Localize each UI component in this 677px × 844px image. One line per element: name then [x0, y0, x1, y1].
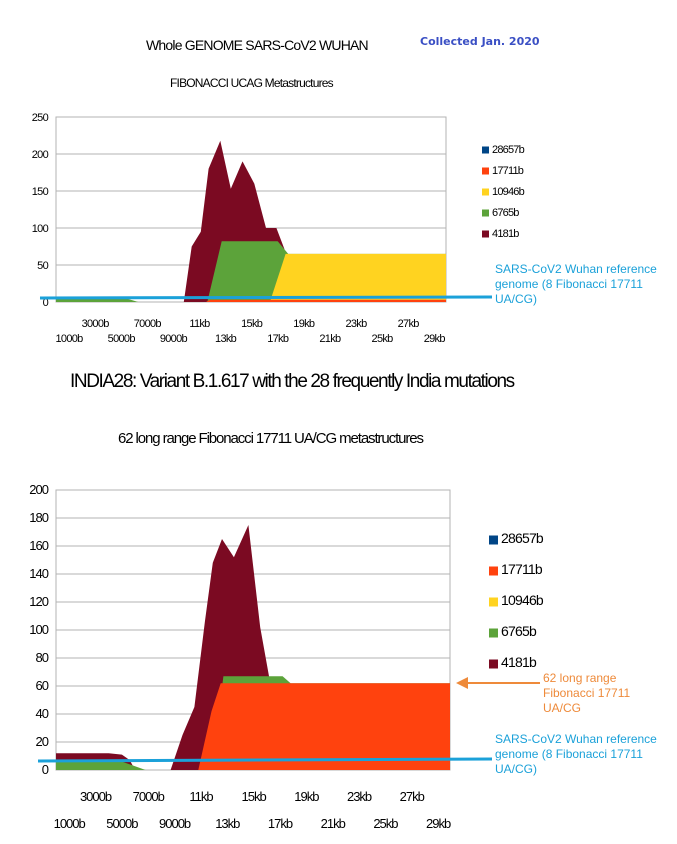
x-tick-label: 19kb — [293, 318, 315, 330]
chart2-subtitle: 62 long range Fibonacci 17711 UA/CG meta… — [118, 430, 424, 447]
legend-label-6765b: 6765b — [501, 623, 537, 639]
x-tick-label: 13kb — [215, 816, 240, 831]
y-tick-label: 150 — [32, 186, 49, 198]
y-tick-label: 200 — [32, 149, 49, 161]
x-tick-label: 13kb — [215, 333, 237, 345]
y-tick-label: 180 — [29, 510, 48, 525]
area-4181b — [56, 525, 450, 770]
legend-label-28657b: 28657b — [501, 530, 544, 546]
x-tick-label: 29kb — [424, 333, 446, 345]
x-tick-label: 17kb — [267, 333, 289, 345]
x-tick-label: 19kb — [294, 789, 319, 804]
y-tick-label: 50 — [37, 260, 48, 272]
y-tick-label: 100 — [29, 622, 48, 637]
collected-date-label: Collected Jan. 2020 — [420, 35, 540, 48]
legend-swatch-4181b — [489, 659, 498, 669]
y-tick-label: 140 — [29, 566, 48, 581]
chart2-title: INDIA28: Variant B.1.617 with the 28 fre… — [70, 371, 515, 392]
legend-swatch-10946b — [489, 597, 498, 607]
x-tick-label: 11kb — [189, 318, 210, 330]
x-tick-label: 9000b — [160, 333, 188, 345]
x-tick-label: 17kb — [268, 816, 293, 831]
x-tick-label: 27kb — [400, 789, 425, 804]
legend-swatch-28657b — [489, 535, 498, 545]
chart1-title: Whole GENOME SARS-CoV2 WUHAN — [146, 37, 369, 53]
x-tick-label: 1000b — [55, 333, 83, 345]
x-tick-label: 7000b — [134, 318, 162, 330]
y-tick-label: 0 — [42, 762, 49, 777]
x-tick-label: 5000b — [106, 816, 138, 831]
legend-swatch-4181b — [482, 230, 489, 238]
x-tick-label: 25kb — [372, 333, 394, 345]
legend-label-10946b: 10946b — [492, 186, 525, 198]
legend-label-10946b: 10946b — [501, 592, 544, 608]
y-tick-label: 160 — [29, 538, 48, 553]
area-4181b — [56, 140, 446, 302]
reference-line-top — [39, 295, 493, 300]
x-tick-label: 1000b — [54, 816, 86, 831]
x-tick-label: 7000b — [133, 789, 165, 804]
y-tick-label: 120 — [29, 594, 48, 609]
long-range-note: 62 long range Fibonacci 17711 UA/CG — [543, 671, 631, 715]
y-tick-label: 0 — [43, 297, 49, 309]
pointer-arrow-head — [456, 677, 468, 689]
y-tick-label: 40 — [36, 706, 49, 721]
x-tick-label: 3000b — [80, 789, 112, 804]
legend-label-6765b: 6765b — [492, 207, 519, 219]
legend-label-17711b: 17711b — [501, 561, 543, 577]
y-tick-label: 60 — [36, 678, 49, 693]
legend-label-28657b: 28657b — [492, 144, 525, 156]
legend-swatch-6765b — [482, 209, 489, 217]
y-tick-label: 80 — [36, 650, 49, 665]
chart-1: 0 50 100 150 200 250 3000b 7000b 11kb 15kb 19kb 23k… — [32, 112, 526, 345]
area-17711b — [56, 683, 450, 770]
legend-label-4181b: 4181b — [492, 228, 519, 240]
legend-swatch-17711b — [482, 167, 489, 175]
x-tick-label: 15kb — [242, 789, 267, 804]
x-tick-label: 23kb — [347, 789, 372, 804]
x-tick-label: 29kb — [426, 816, 451, 831]
y-tick-label: 100 — [32, 223, 49, 235]
y-tick-label: 250 — [32, 112, 49, 124]
reference-line-bottom — [37, 757, 493, 763]
legend-swatch-6765b — [489, 628, 498, 638]
legend-label-17711b: 17711b — [492, 165, 524, 177]
x-tick-label: 23kb — [345, 318, 367, 330]
reference-genome-note-bottom: SARS-CoV2 Wuhan reference genome (8 Fibo… — [495, 732, 657, 776]
x-tick-label: 11kb — [189, 789, 213, 804]
chart1-subtitle: FIBONACCI UCAG Metastructures — [170, 76, 334, 90]
x-tick-label: 5000b — [108, 333, 136, 345]
reference-genome-note-top: SARS-CoV2 Wuhan reference genome (8 Fibo… — [495, 262, 657, 306]
x-tick-label: 25kb — [373, 816, 398, 831]
x-tick-label: 9000b — [159, 816, 191, 831]
y-tick-label: 20 — [36, 734, 49, 749]
area-10946b — [56, 253, 446, 302]
x-tick-label: 15kb — [241, 318, 263, 330]
x-tick-label: 21kb — [321, 816, 346, 831]
legend-label-4181b: 4181b — [501, 654, 537, 670]
x-tick-label: 3000b — [82, 318, 110, 330]
y-tick-label: 200 — [29, 482, 48, 497]
legend-swatch-17711b — [489, 566, 498, 576]
chart-2: 0 20 40 60 80 100 120 140 160 180 200 3000b 7000b 11k… — [29, 482, 544, 831]
x-tick-label: 21kb — [319, 333, 341, 345]
area-17711b — [56, 299, 446, 302]
legend-swatch-10946b — [482, 188, 489, 196]
x-tick-label: 27kb — [398, 318, 420, 330]
legend-swatch-28657b — [482, 146, 489, 154]
